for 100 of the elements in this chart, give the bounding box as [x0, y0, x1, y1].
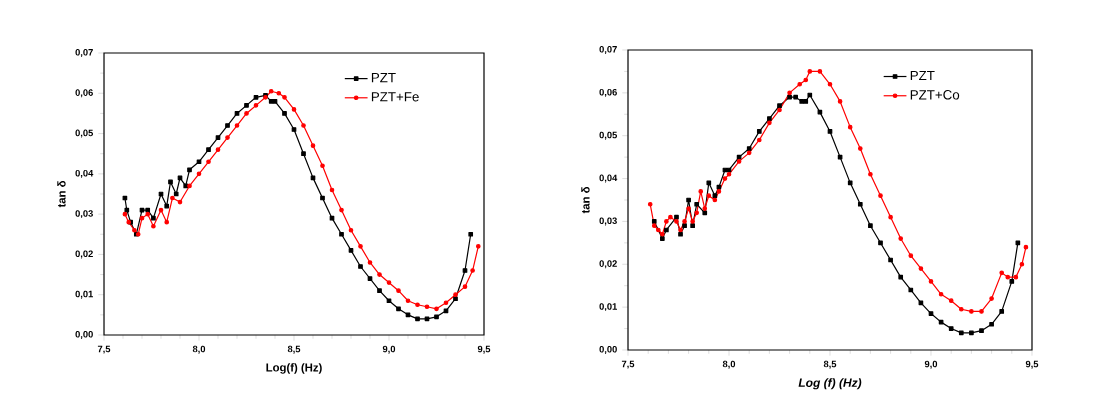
- point: [651, 223, 657, 229]
- point: [396, 306, 401, 312]
- point: [1013, 274, 1019, 280]
- point: [938, 291, 944, 297]
- y-tick-label: 0,03: [599, 217, 617, 226]
- y-tick-label: 0,07: [75, 49, 93, 57]
- point: [196, 159, 202, 165]
- x-tick-label: 7,5: [621, 360, 635, 369]
- point: [173, 191, 179, 197]
- point: [948, 298, 954, 304]
- point: [187, 183, 192, 189]
- y-tick-label: 0,05: [599, 131, 618, 140]
- point: [215, 135, 221, 140]
- point: [918, 266, 924, 271]
- point: [253, 103, 259, 108]
- point: [969, 309, 974, 314]
- point: [807, 69, 813, 74]
- point: [145, 207, 151, 213]
- point: [282, 94, 287, 100]
- point: [803, 77, 809, 83]
- x-tick-label: 9,5: [477, 345, 491, 354]
- point: [462, 268, 468, 273]
- point: [424, 316, 430, 322]
- point: [377, 272, 382, 277]
- x-tick-label: 8,0: [722, 360, 736, 369]
- point: [797, 81, 803, 87]
- point: [282, 111, 287, 116]
- point: [468, 231, 474, 237]
- point: [979, 309, 984, 314]
- point: [339, 207, 344, 213]
- y-tick-label: 0,07: [599, 46, 617, 54]
- point: [706, 193, 712, 199]
- point: [358, 244, 363, 249]
- point: [301, 151, 306, 157]
- point: [712, 197, 718, 203]
- x-axis-title: Log(f) (Hz): [266, 363, 322, 374]
- point: [918, 300, 924, 306]
- point: [702, 206, 708, 211]
- point: [443, 300, 449, 306]
- point: [837, 99, 843, 104]
- y-tick-label: 0,02: [599, 260, 617, 269]
- legend-label: PZT: [910, 70, 935, 81]
- point: [396, 288, 401, 294]
- point: [908, 253, 914, 259]
- point: [225, 135, 230, 140]
- x-tick-label: 8,5: [287, 345, 301, 354]
- point: [196, 171, 202, 177]
- point: [434, 306, 439, 312]
- point: [470, 268, 475, 273]
- x-tick-label: 9,0: [382, 345, 396, 354]
- point: [668, 214, 673, 220]
- legend-label: PZT+Fe: [371, 92, 419, 102]
- point: [329, 215, 335, 221]
- point: [367, 260, 373, 265]
- point: [170, 195, 175, 201]
- point: [124, 207, 130, 213]
- point: [674, 219, 679, 224]
- point: [424, 304, 430, 310]
- point: [767, 120, 772, 126]
- point: [377, 288, 382, 294]
- point: [712, 193, 718, 199]
- point: [857, 201, 863, 207]
- legend-label: PZT: [371, 73, 396, 83]
- point: [664, 219, 669, 224]
- point: [187, 167, 192, 173]
- point: [348, 227, 354, 233]
- point: [690, 223, 695, 229]
- point: [674, 214, 679, 220]
- point: [415, 316, 420, 322]
- point: [888, 257, 893, 263]
- point: [386, 298, 392, 304]
- point: [898, 274, 904, 280]
- point: [358, 264, 363, 269]
- point: [367, 276, 373, 281]
- point: [348, 248, 354, 253]
- point: [847, 124, 853, 130]
- point: [878, 240, 883, 246]
- point: [183, 183, 189, 189]
- point: [405, 312, 411, 318]
- y-tick-label: 0,04: [75, 169, 94, 178]
- point: [339, 231, 344, 237]
- point: [878, 193, 883, 199]
- x-tick-label: 8,5: [823, 360, 837, 369]
- point: [958, 306, 964, 312]
- point: [234, 111, 240, 116]
- point: [948, 326, 954, 331]
- point: [908, 287, 914, 293]
- point: [702, 210, 708, 216]
- point: [706, 180, 712, 186]
- point: [678, 231, 683, 237]
- point: [234, 123, 240, 128]
- point: [969, 330, 974, 336]
- point: [660, 231, 665, 237]
- y-tick-label: 0,01: [599, 303, 618, 312]
- point: [443, 308, 449, 314]
- y-tick-label: 0,01: [75, 290, 94, 299]
- legend-label: PZT+Co: [910, 90, 960, 100]
- x-axis-title: Log (f) (Hz): [798, 378, 862, 390]
- point: [716, 189, 722, 194]
- point: [989, 296, 994, 301]
